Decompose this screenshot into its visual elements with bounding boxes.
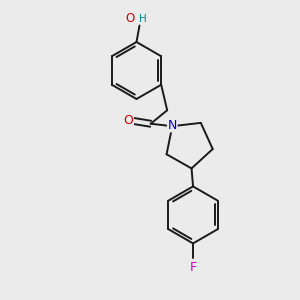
Text: N: N [168, 119, 177, 132]
Text: F: F [190, 261, 196, 274]
Text: O: O [125, 13, 134, 26]
Text: O: O [124, 114, 134, 127]
Text: H: H [140, 14, 147, 24]
